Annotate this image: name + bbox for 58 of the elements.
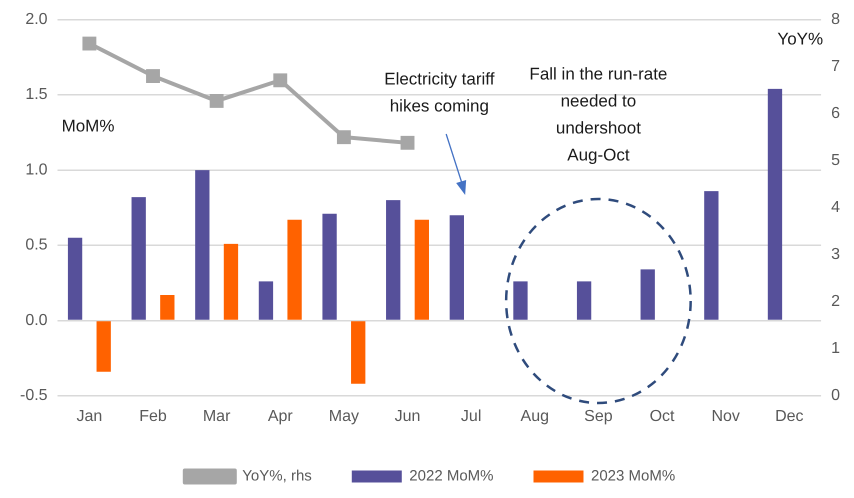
bar: [640, 269, 655, 320]
x-tick-label: Apr: [268, 408, 294, 425]
y2-tick-label: 2: [831, 293, 840, 310]
bar: [351, 321, 366, 384]
legend-label: YoY%, rhs: [242, 468, 312, 485]
bar: [768, 88, 782, 320]
x-tick-label: Oct: [650, 408, 676, 425]
annotation: Fall in the run-rate needed to undershoot Aug-Oct: [529, 64, 668, 165]
bar: [160, 294, 174, 320]
y-axis-title: MoM%: [62, 116, 114, 136]
bar: [195, 170, 210, 320]
x-tick-label: Dec: [775, 408, 804, 425]
bar: [258, 281, 274, 320]
x-tick-label: Jan: [76, 408, 102, 425]
point: [273, 73, 288, 88]
y2-tick-label: 6: [831, 105, 840, 122]
point: [146, 69, 160, 83]
legend-label: 2023 MoM%: [590, 468, 676, 485]
bar: [386, 200, 400, 320]
y2-tick-label: 0: [831, 387, 840, 404]
bar: [414, 220, 429, 320]
y-tick-label: 1.0: [25, 161, 48, 178]
bar: [322, 214, 337, 320]
y2-tick-label: 1: [831, 340, 840, 358]
y2-tick-label: 7: [831, 58, 840, 76]
bar: [704, 191, 718, 320]
x-tick-label: Jul: [460, 408, 482, 425]
x-tick-label: Jun: [394, 408, 420, 425]
x-tick-label: Sep: [584, 408, 613, 425]
bar: [513, 281, 528, 320]
bar: [224, 244, 238, 320]
y-tick-label: -0.5: [20, 387, 48, 404]
y2-tick-label: 4: [831, 199, 840, 216]
annotation: Electricity tariff hikes coming: [384, 70, 495, 116]
point: [336, 130, 351, 144]
point: [82, 36, 96, 51]
bar: [576, 281, 592, 320]
y-tick-label: 0.5: [25, 236, 48, 254]
point: [210, 94, 224, 108]
y2-tick-label: 3: [831, 246, 840, 264]
x-tick-label: Nov: [711, 408, 740, 425]
bar: [132, 197, 146, 320]
bar: [68, 238, 82, 320]
bar: [450, 215, 464, 320]
y-tick-label: 2.0: [25, 11, 48, 28]
bar: [287, 220, 302, 320]
x-tick-label: Aug: [520, 408, 550, 425]
y2-axis-title: YoY%: [777, 30, 824, 49]
point: [400, 136, 414, 150]
bar: [96, 321, 111, 372]
x-tick-label: Mar: [202, 408, 232, 425]
y2-tick-label: 5: [831, 152, 840, 170]
y-tick-label: 0.0: [25, 312, 48, 329]
x-tick-label: Feb: [139, 408, 167, 425]
y-tick-label: 1.5: [25, 86, 48, 104]
y2-tick-label: 8: [831, 11, 840, 28]
legend-label: 2022 MoM%: [409, 468, 494, 485]
x-tick-label: May: [328, 408, 360, 425]
